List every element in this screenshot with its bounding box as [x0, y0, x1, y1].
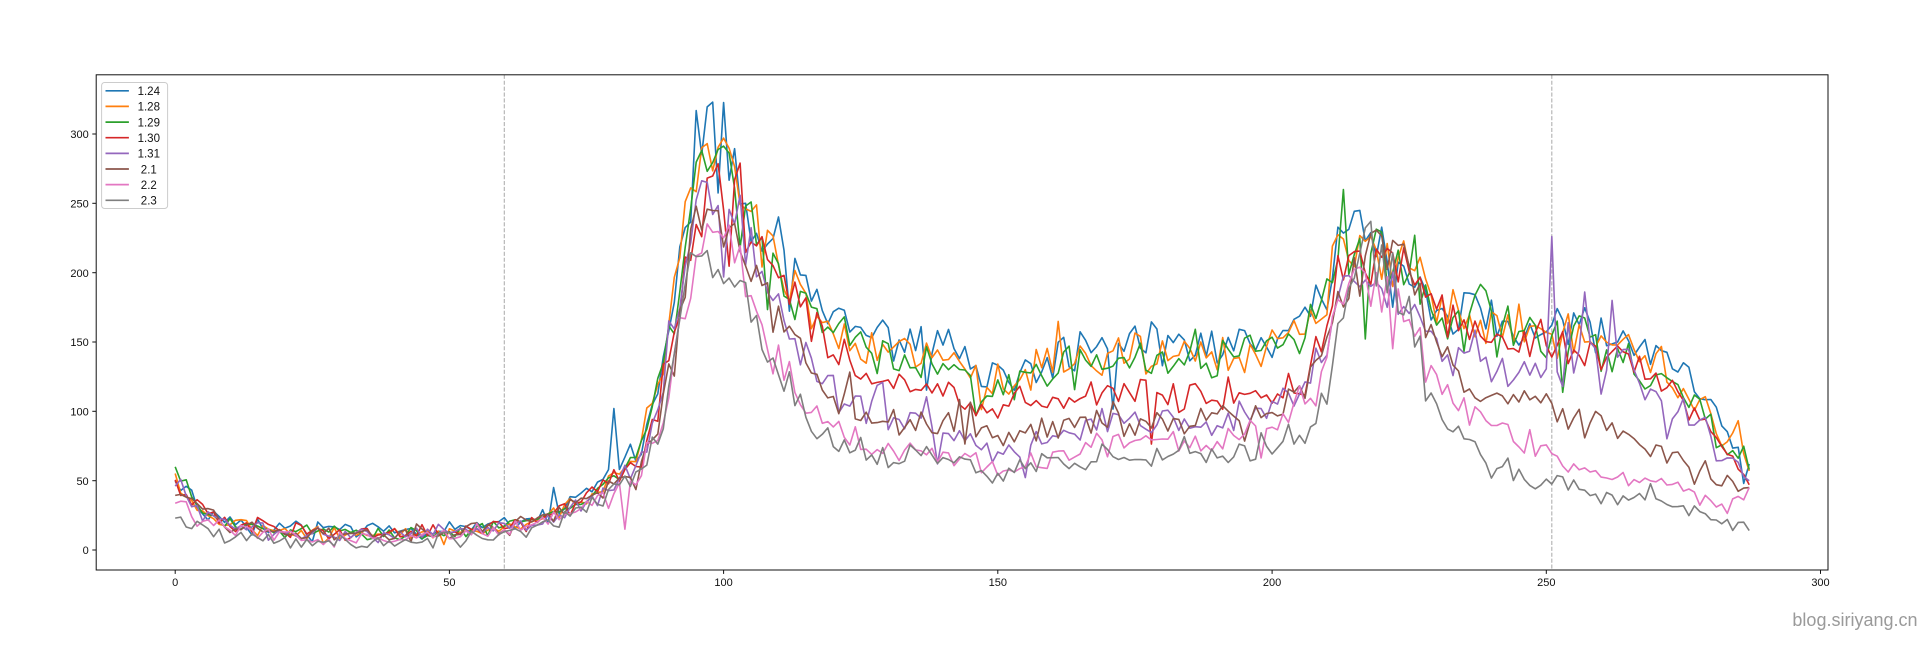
svg-text:0: 0 — [172, 577, 178, 589]
svg-text:2.1: 2.1 — [141, 164, 157, 176]
svg-text:100: 100 — [714, 577, 732, 589]
svg-text:1.31: 1.31 — [138, 149, 160, 161]
svg-text:1.28: 1.28 — [138, 102, 160, 114]
svg-text:200: 200 — [1263, 577, 1281, 589]
svg-text:250: 250 — [1537, 577, 1555, 589]
svg-text:2.2: 2.2 — [141, 180, 157, 192]
svg-text:1.30: 1.30 — [138, 133, 160, 145]
svg-text:200: 200 — [70, 268, 88, 280]
svg-text:150: 150 — [989, 577, 1007, 589]
svg-text:250: 250 — [70, 198, 88, 210]
svg-text:1.29: 1.29 — [138, 117, 160, 129]
svg-text:1.24: 1.24 — [138, 86, 161, 98]
svg-text:2.3: 2.3 — [141, 196, 157, 208]
svg-text:50: 50 — [76, 476, 88, 488]
svg-text:50: 50 — [443, 577, 455, 589]
svg-text:0: 0 — [83, 545, 89, 557]
svg-text:300: 300 — [1811, 577, 1829, 589]
svg-text:blog.siriyang.cn: blog.siriyang.cn — [1792, 610, 1917, 630]
svg-text:100: 100 — [70, 406, 88, 418]
svg-text:300: 300 — [70, 129, 88, 141]
svg-text:150: 150 — [70, 337, 88, 349]
